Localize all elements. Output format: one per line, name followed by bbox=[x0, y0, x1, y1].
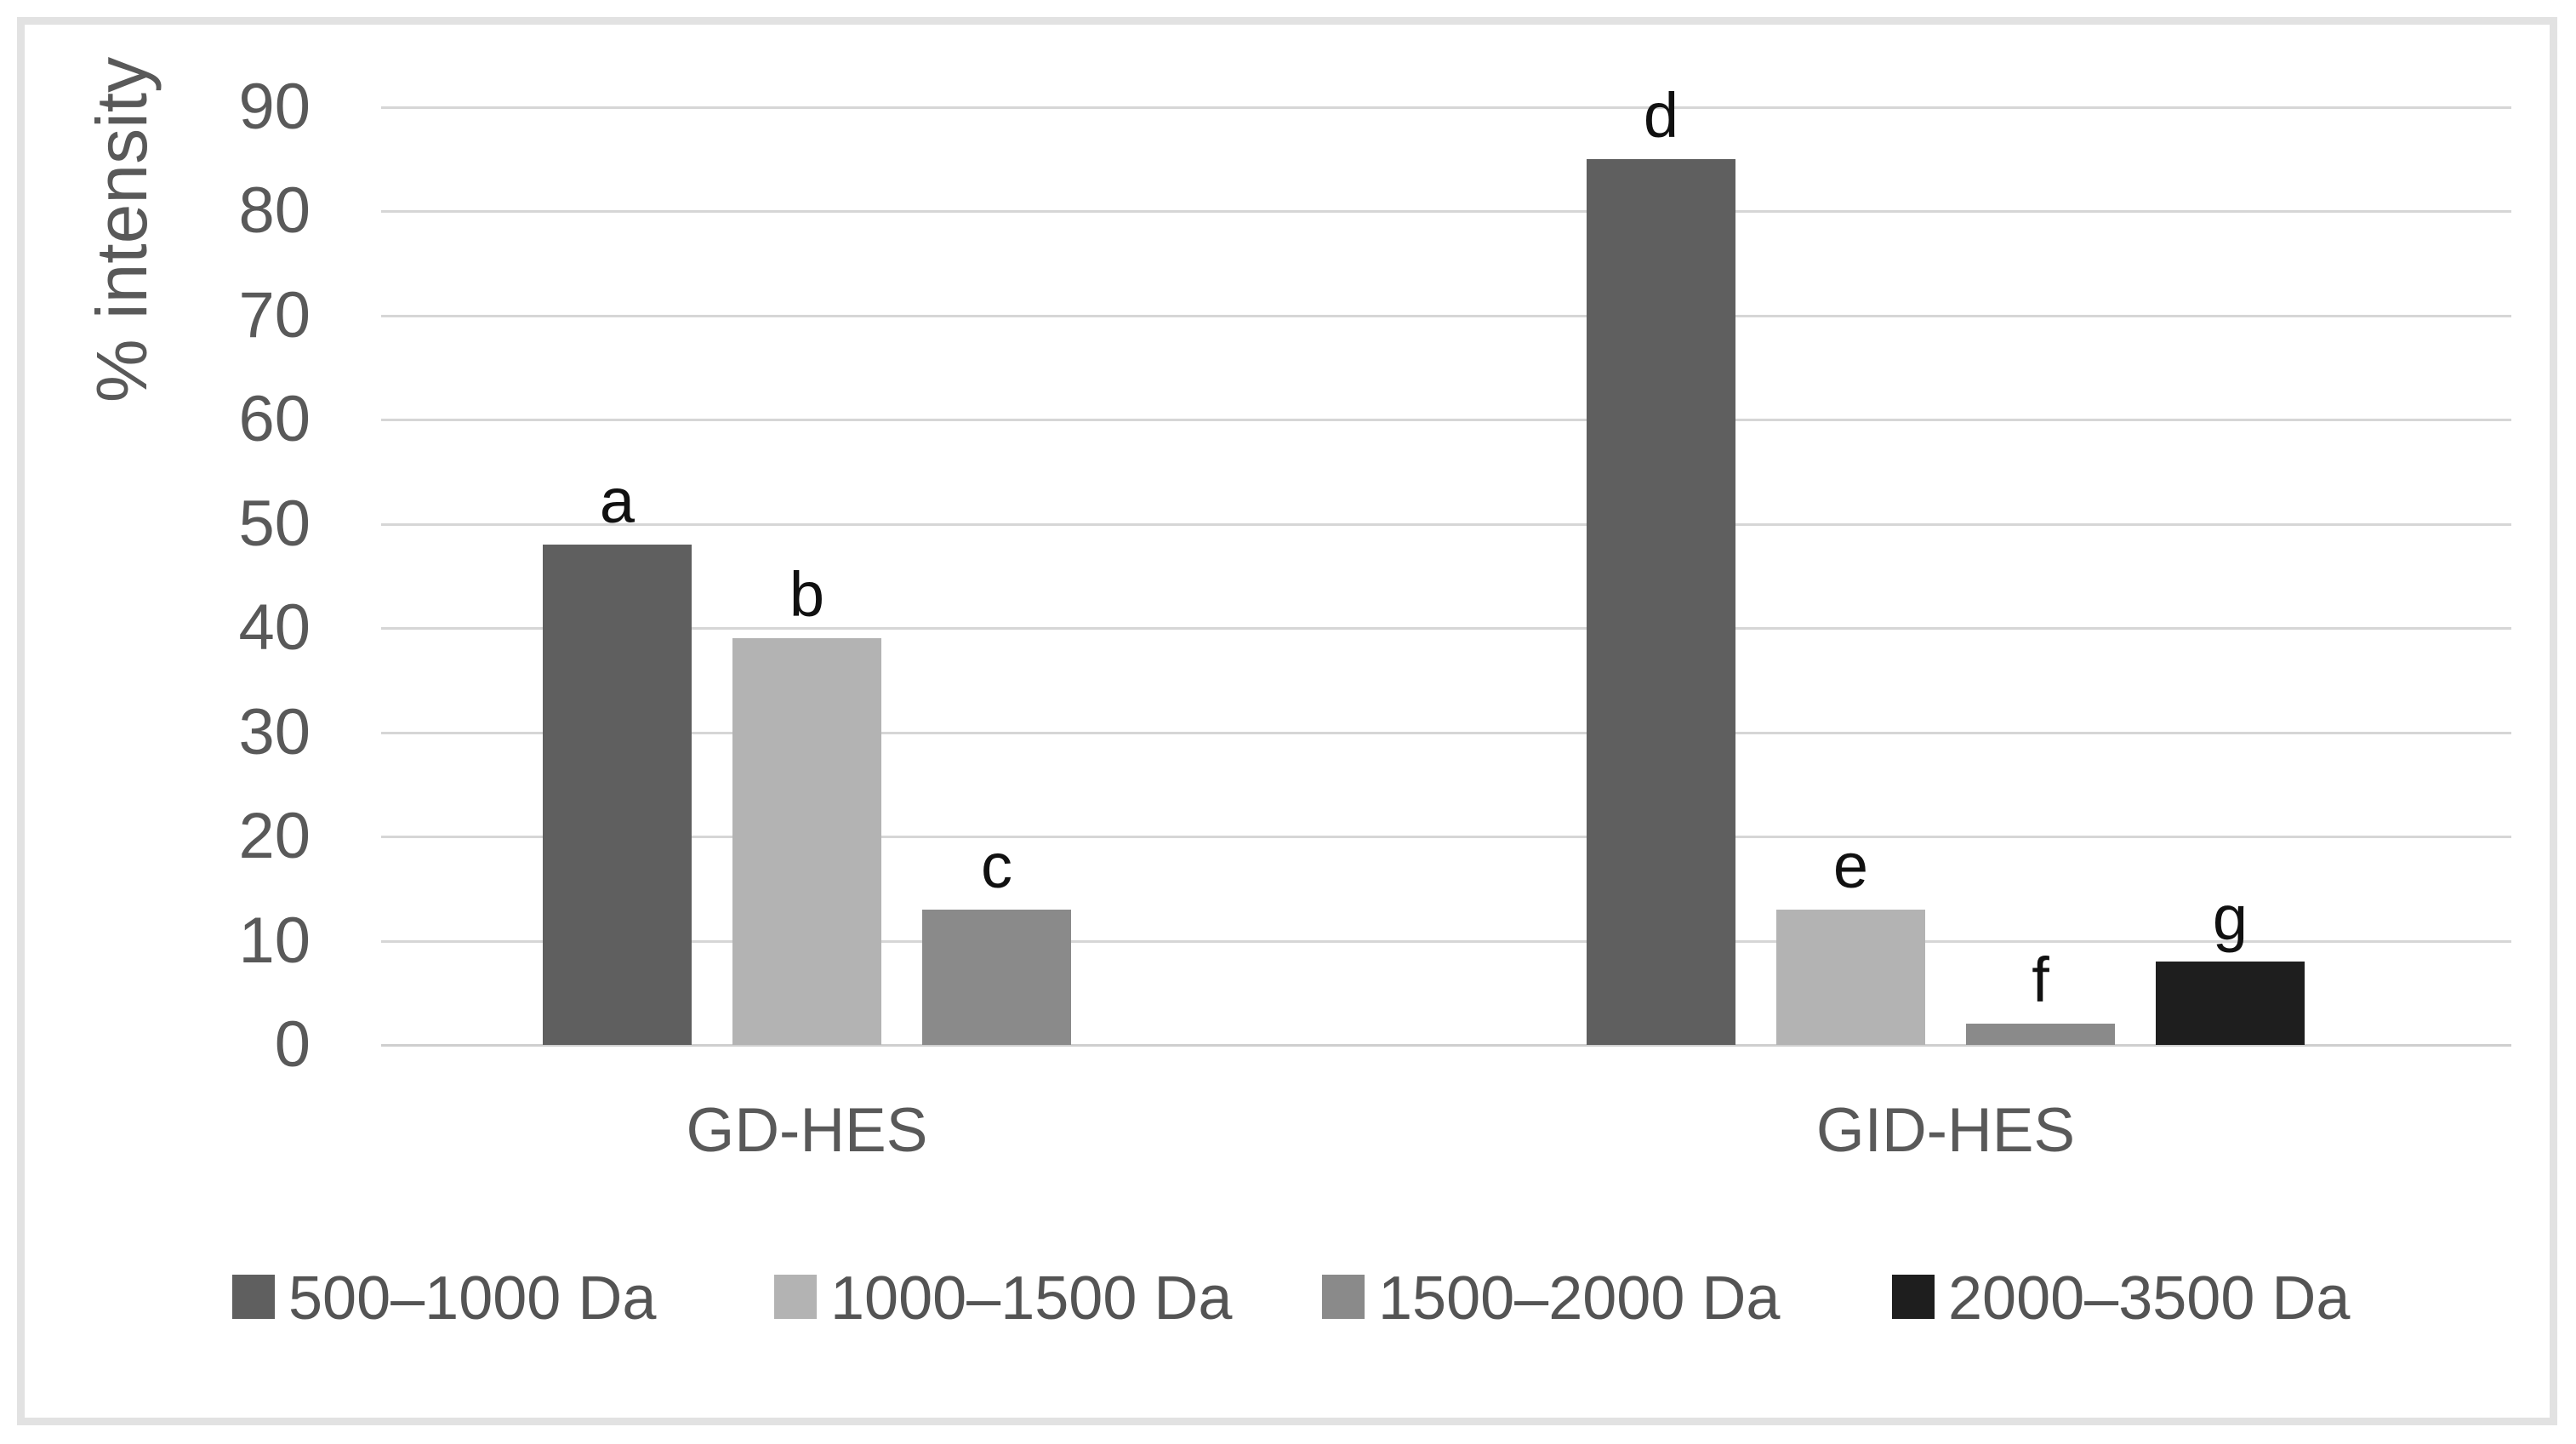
bar-a bbox=[543, 545, 692, 1045]
category-label-gid-hes: GID-HES bbox=[1815, 1096, 2076, 1165]
gridline bbox=[381, 731, 2511, 734]
bar-e bbox=[1776, 910, 1925, 1045]
legend-label: 2000–3500 Da bbox=[1948, 1264, 2351, 1333]
gridline bbox=[381, 210, 2511, 213]
legend-label: 500–1000 Da bbox=[288, 1264, 657, 1333]
y-tick-label: 0 bbox=[274, 1008, 311, 1081]
legend-swatch-icon bbox=[232, 1275, 275, 1319]
legend-label: 1500–2000 Da bbox=[1378, 1264, 1781, 1333]
gridline bbox=[381, 522, 2511, 526]
category-label-gd-hes: GD-HES bbox=[686, 1096, 928, 1165]
gridline bbox=[381, 419, 2511, 421]
gridline bbox=[381, 106, 2511, 109]
y-tick-label: 80 bbox=[238, 174, 311, 247]
bar-g bbox=[2156, 962, 2305, 1045]
legend-label: 1000–1500 Da bbox=[830, 1264, 1233, 1333]
legend-item: 500–1000 Da bbox=[232, 1264, 760, 1333]
bar-f bbox=[1966, 1024, 2115, 1045]
gridline bbox=[381, 1044, 2511, 1047]
bar-label-a: a bbox=[599, 465, 635, 536]
y-tick-label: 20 bbox=[238, 800, 311, 872]
bar-c bbox=[922, 910, 1071, 1045]
bar-label-c: c bbox=[981, 830, 1012, 901]
gridline bbox=[381, 836, 2511, 838]
bar-b bbox=[732, 638, 881, 1045]
legend-swatch-icon bbox=[1892, 1275, 1935, 1319]
legend-swatch-icon bbox=[1322, 1275, 1365, 1319]
gridline bbox=[381, 627, 2511, 630]
bar-label-g: g bbox=[2212, 882, 2248, 953]
legend-item: 1500–2000 Da bbox=[1322, 1264, 1849, 1333]
bar-label-e: e bbox=[1832, 830, 1869, 901]
y-tick-label: 10 bbox=[238, 904, 311, 977]
legend-item: 1000–1500 Da bbox=[774, 1264, 1302, 1333]
legend-item: 2000–3500 Da bbox=[1892, 1264, 2419, 1333]
bar-label-d: d bbox=[1643, 80, 1679, 151]
gridline bbox=[381, 939, 2511, 943]
y-tick-label: 30 bbox=[238, 695, 311, 768]
y-tick-label: 70 bbox=[238, 278, 311, 351]
gridline bbox=[381, 314, 2511, 317]
bar-label-b: b bbox=[789, 559, 825, 630]
bar-label-f: f bbox=[2032, 945, 2049, 1015]
y-tick-label: 40 bbox=[238, 591, 311, 664]
bar-d bbox=[1587, 159, 1735, 1045]
figure-frame bbox=[17, 17, 2557, 1425]
y-tick-label: 50 bbox=[238, 487, 311, 560]
y-tick-label: 90 bbox=[238, 70, 311, 143]
y-tick-label: 60 bbox=[238, 383, 311, 455]
legend-swatch-icon bbox=[774, 1275, 817, 1319]
